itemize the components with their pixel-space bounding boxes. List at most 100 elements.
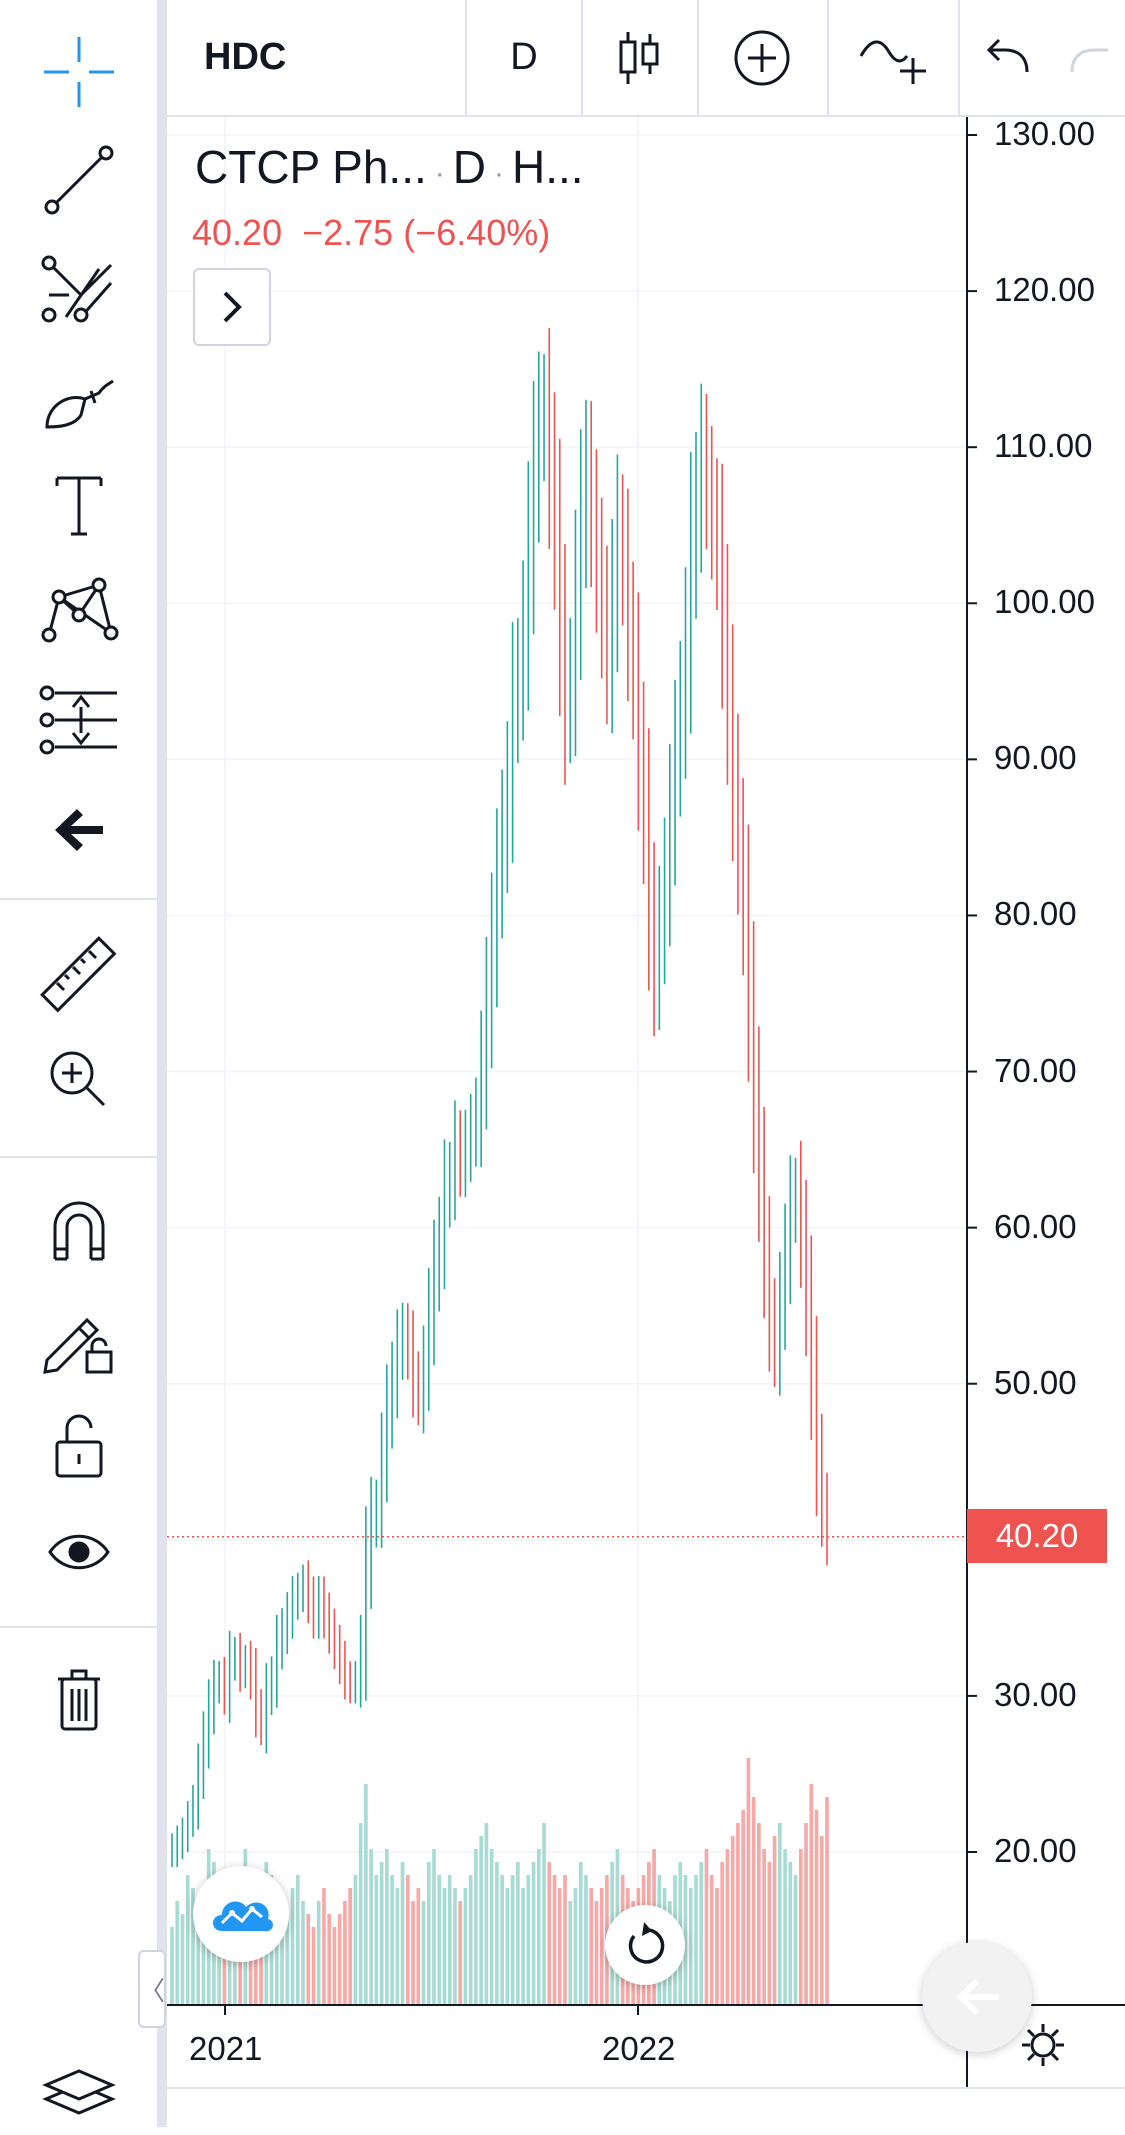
- trend-line-tool-button[interactable]: [0, 130, 157, 230]
- volume-bar: [301, 1901, 305, 2005]
- legend-expand-button[interactable]: [193, 268, 271, 346]
- volume-bar: [500, 1875, 504, 2005]
- redo-icon[interactable]: [1068, 38, 1108, 78]
- volume-bar: [552, 1875, 557, 2005]
- indicators-button[interactable]: [827, 0, 960, 115]
- reset-chart-button[interactable]: [605, 1905, 685, 1985]
- lock-drawing-tool-button[interactable]: [0, 1290, 157, 1390]
- price-axis-label: 20.00: [994, 1832, 1077, 1869]
- volume-bar: [778, 1823, 782, 2005]
- volume-bar: [584, 1875, 588, 2005]
- symbol-search-button[interactable]: HDC: [167, 0, 467, 115]
- volume-bar: [578, 1862, 583, 2005]
- volume-bar: [531, 1862, 536, 2005]
- volume-bar: [191, 1888, 195, 2005]
- volume-bar: [175, 1901, 180, 2005]
- volume-bar: [348, 1888, 352, 2005]
- tradingview-logo-button[interactable]: [193, 1866, 289, 1962]
- undo-icon[interactable]: [983, 38, 1033, 78]
- volume-bar: [379, 1862, 384, 2005]
- volume-bar: [804, 1823, 808, 2005]
- collapse-toolbar-button[interactable]: 〈: [138, 1950, 166, 2028]
- legend-interval: D: [452, 141, 487, 193]
- volume-bar: [715, 1888, 719, 2005]
- volume-bar: [453, 1888, 457, 2005]
- volume-bar: [180, 1914, 185, 2005]
- hide-drawings-button[interactable]: [0, 1502, 157, 1602]
- volume-bar: [516, 1862, 520, 2005]
- undo-redo-group: [958, 0, 1125, 115]
- object-tree-button[interactable]: [0, 2035, 157, 2135]
- volume-bar: [259, 1927, 263, 2005]
- text-tool-button[interactable]: [0, 455, 157, 555]
- last-price-tag: 40.20: [967, 1509, 1107, 1563]
- volume-bar: [694, 1875, 698, 2005]
- brush-icon: [44, 379, 114, 429]
- volume-bar: [599, 1888, 604, 2005]
- volume-bar: [311, 1927, 316, 2005]
- volume-bar: [594, 1901, 599, 2005]
- volume-bar: [421, 1901, 426, 2005]
- volume-bar: [526, 1875, 531, 2005]
- compare-button[interactable]: [697, 0, 829, 115]
- volume-bar: [332, 1927, 337, 2005]
- zoom-in-tool-button[interactable]: [0, 1030, 157, 1130]
- volume-bar: [343, 1901, 347, 2005]
- legend-separator: ·: [434, 157, 445, 190]
- reset-icon: [628, 1922, 665, 1964]
- volume-bar: [798, 1849, 803, 2005]
- volume-bar: [568, 1901, 573, 2005]
- volume-bar: [196, 1927, 201, 2005]
- volume-bar: [751, 1797, 756, 2005]
- settings-button[interactable]: [1020, 2022, 1066, 2072]
- legend-change-percent: (−6.40%): [403, 212, 551, 253]
- back-button[interactable]: [0, 780, 157, 880]
- pitchfork-tool-button[interactable]: [0, 240, 157, 340]
- crosshair-tool-button[interactable]: [0, 22, 157, 122]
- legend-symbol-name: CTCP Ph...: [195, 141, 427, 193]
- volume-bar: [709, 1875, 714, 2005]
- interval-label: D: [510, 36, 538, 78]
- volume-bar: [557, 1888, 562, 2005]
- volume-bar: [730, 1836, 735, 2005]
- pattern-tool-button[interactable]: [0, 560, 157, 660]
- layers-icon: [41, 2069, 116, 2115]
- magnet-tool-button[interactable]: [0, 1180, 157, 1280]
- volume-bar: [337, 1914, 342, 2005]
- price-axis-label: 70.00: [994, 1051, 1077, 1089]
- price-chart[interactable]: [167, 117, 1125, 2087]
- legend-last-price: 40.20: [192, 212, 283, 253]
- interval-button[interactable]: D: [467, 0, 583, 115]
- series-legend[interactable]: CTCP Ph... · D · H...: [195, 140, 584, 194]
- volume-bar: [374, 1875, 379, 2005]
- volume-bar: [468, 1875, 473, 2005]
- price-axis-label: 50.00: [994, 1363, 1077, 1401]
- chevron-right-icon: [223, 291, 242, 323]
- brush-tool-button[interactable]: [0, 350, 157, 450]
- volume-bar: [185, 1875, 190, 2005]
- volume-bar: [767, 1862, 772, 2005]
- volume-bar: [369, 1849, 373, 2005]
- volume-bar: [510, 1875, 515, 2005]
- price-axis-label: 130.00: [994, 115, 1095, 152]
- volume-bar: [809, 1784, 814, 2005]
- prediction-tool-button[interactable]: [0, 670, 157, 770]
- lock-all-button[interactable]: [0, 1395, 157, 1495]
- volume-bar: [746, 1758, 751, 2005]
- remove-drawings-button[interactable]: [0, 1650, 157, 1750]
- volume-bar: [536, 1849, 541, 2005]
- pitchfork-icon: [41, 255, 112, 323]
- volume-bar: [306, 1914, 311, 2005]
- volume-bar: [353, 1875, 358, 2005]
- gear-icon: [1022, 2024, 1064, 2066]
- zoom-in-icon: [50, 1051, 105, 1107]
- price-axis-label: 30.00: [994, 1675, 1077, 1713]
- time-axis-label: 2021: [189, 2030, 263, 2067]
- chart-style-button[interactable]: [581, 0, 699, 115]
- volume-bar: [704, 1849, 709, 2005]
- volume-bar: [405, 1875, 410, 2005]
- scroll-to-realtime-button[interactable]: [922, 1942, 1032, 2052]
- volume-bar: [285, 1914, 290, 2005]
- ruler-tool-button[interactable]: [0, 925, 157, 1025]
- volume-bar: [458, 1901, 463, 2005]
